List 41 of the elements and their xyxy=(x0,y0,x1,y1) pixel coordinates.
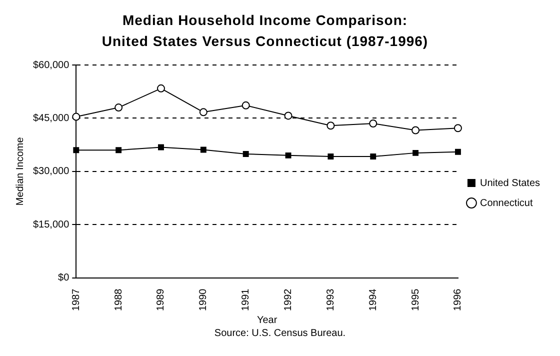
x-tick-label: 1996 xyxy=(452,288,464,312)
point xyxy=(412,126,420,134)
point xyxy=(454,148,461,155)
legend-label: United States xyxy=(480,178,540,189)
point xyxy=(158,144,164,150)
point xyxy=(454,124,462,132)
point xyxy=(242,101,250,110)
x-tick-label: 1988 xyxy=(113,288,124,312)
point xyxy=(72,112,80,121)
point xyxy=(116,147,122,154)
x-tick-label: 1990 xyxy=(198,288,210,312)
point xyxy=(199,108,208,116)
x-tick-label: 1993 xyxy=(325,288,336,312)
y-tick-label: $15,000 xyxy=(32,219,70,230)
chart-title: Median Household Income Comparison: United States Versus Connecticut (1987-1996) xyxy=(100,11,430,51)
x-tick-label: 1989 xyxy=(156,288,167,312)
point xyxy=(369,120,378,128)
legend-label: Connecticut xyxy=(480,198,533,209)
x-tick-label: 1991 xyxy=(240,288,252,312)
y-tick-label: $45,000 xyxy=(32,112,70,124)
point xyxy=(412,150,419,156)
point xyxy=(200,146,206,153)
y-tick-label: $30,000 xyxy=(32,166,70,178)
x-tick-label: 1994 xyxy=(368,288,379,312)
point xyxy=(370,154,376,160)
y-tick-label: $0 xyxy=(58,272,70,284)
point xyxy=(73,147,80,154)
point xyxy=(156,84,165,92)
point xyxy=(326,122,335,130)
x-tick-label: 1987 xyxy=(70,288,82,312)
point xyxy=(284,112,292,120)
source-note: Source: U.S. Census Bureau. xyxy=(213,328,347,339)
point xyxy=(114,104,123,112)
x-tick-label: 1992 xyxy=(283,288,294,312)
point xyxy=(242,151,249,157)
x-tick-label: 1995 xyxy=(410,288,422,312)
y-tick-label: $60,000 xyxy=(32,60,70,71)
point xyxy=(285,152,292,158)
x-axis-title: Year xyxy=(256,314,278,326)
y-axis-title: Median Income xyxy=(14,136,26,206)
point xyxy=(328,154,334,160)
